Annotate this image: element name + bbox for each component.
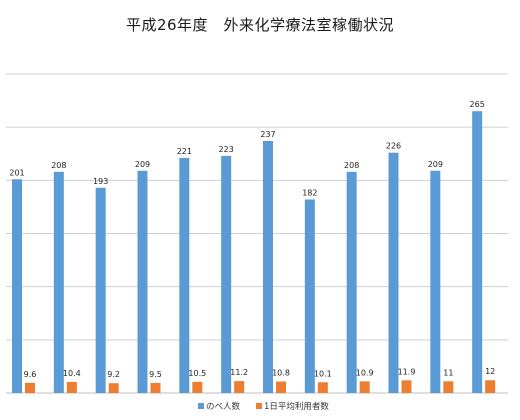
data-label-series-1: 226 [386, 142, 401, 151]
legend-entry: のべ人数 [206, 401, 241, 412]
data-label-series-2: 10.5 [188, 369, 206, 378]
bar-series-1 [388, 152, 399, 393]
chart-title: 平成26年度 外来化学療法室稼働状況 [125, 16, 395, 34]
bar-series-2 [317, 382, 328, 393]
bar-series-2 [66, 381, 77, 393]
data-label-series-2: 10.9 [356, 368, 374, 377]
bar-series-1 [472, 111, 483, 393]
bar-series-1 [430, 170, 441, 393]
data-label-series-1: 201 [9, 168, 24, 177]
bar-series-1 [137, 170, 148, 393]
data-label-series-1: 193 [93, 177, 108, 186]
legend-entry: 1日平均利用者数 [264, 401, 329, 412]
data-label-series-1: 221 [177, 147, 192, 156]
data-label-series-2: 10.1 [314, 369, 332, 378]
bar-series-1 [304, 199, 315, 393]
data-label-series-2: 10.4 [63, 369, 81, 378]
data-label-series-2: 10.8 [272, 369, 290, 378]
data-label-series-2: 11.9 [398, 367, 416, 376]
data-label-series-1: 223 [219, 145, 234, 154]
legend-swatch [198, 403, 204, 409]
bar-series-1 [12, 179, 22, 393]
data-label-series-1: 209 [428, 160, 443, 169]
bar-series-2 [150, 382, 161, 393]
bar-series-2 [401, 380, 412, 393]
bar-series-1 [179, 158, 190, 393]
data-label-series-1: 265 [470, 100, 485, 109]
bar-series-2 [108, 383, 119, 393]
bar-series-2 [25, 382, 35, 393]
data-label-series-1: 237 [260, 130, 275, 139]
data-label-series-2: 9.5 [149, 370, 162, 379]
bar-series-2 [485, 380, 496, 393]
legend-swatch [256, 403, 262, 409]
data-label-series-2: 11 [443, 368, 453, 377]
data-label-series-2: 12 [485, 367, 495, 376]
bar-series-1 [263, 140, 273, 393]
bar-series-2 [443, 381, 454, 393]
data-label-series-2: 11.2 [230, 368, 248, 377]
bar-series-2 [234, 381, 245, 393]
bar-series-2 [276, 381, 286, 393]
bar-series-1 [221, 155, 232, 393]
bar-series-2 [192, 381, 203, 393]
bar-series-1 [346, 171, 357, 393]
data-label-series-1: 209 [135, 160, 150, 169]
bar-series-2 [359, 381, 370, 393]
bar-series-1 [53, 171, 64, 393]
data-label-series-1: 208 [344, 161, 359, 170]
data-label-series-1: 208 [51, 161, 66, 170]
data-label-series-1: 182 [302, 188, 317, 197]
bar-series-1 [95, 187, 106, 393]
data-label-series-2: 9.6 [24, 370, 37, 379]
data-label-series-2: 9.2 [107, 370, 120, 379]
